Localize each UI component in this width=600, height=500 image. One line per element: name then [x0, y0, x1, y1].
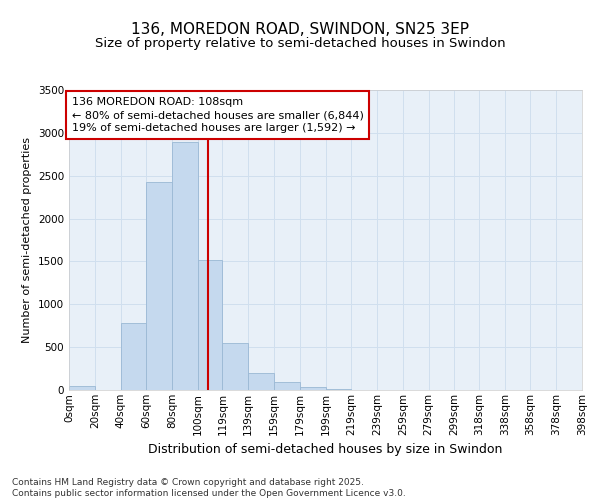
Bar: [223, 343, 248, 390]
Text: Contains HM Land Registry data © Crown copyright and database right 2025.
Contai: Contains HM Land Registry data © Crown c…: [12, 478, 406, 498]
Bar: [146, 182, 172, 390]
Text: 136 MOREDON ROAD: 108sqm
← 80% of semi-detached houses are smaller (6,844)
19% o: 136 MOREDON ROAD: 108sqm ← 80% of semi-d…: [71, 97, 364, 134]
Bar: [172, 142, 198, 390]
Bar: [300, 386, 325, 390]
Bar: [325, 389, 351, 390]
Y-axis label: Number of semi-detached properties: Number of semi-detached properties: [22, 137, 32, 343]
Bar: [69, 386, 95, 390]
Text: Size of property relative to semi-detached houses in Swindon: Size of property relative to semi-detach…: [95, 38, 505, 51]
Text: 136, MOREDON ROAD, SWINDON, SN25 3EP: 136, MOREDON ROAD, SWINDON, SN25 3EP: [131, 22, 469, 38]
Bar: [198, 260, 223, 390]
Bar: [121, 323, 146, 390]
Bar: [248, 373, 274, 390]
Bar: [274, 382, 300, 390]
X-axis label: Distribution of semi-detached houses by size in Swindon: Distribution of semi-detached houses by …: [148, 443, 503, 456]
